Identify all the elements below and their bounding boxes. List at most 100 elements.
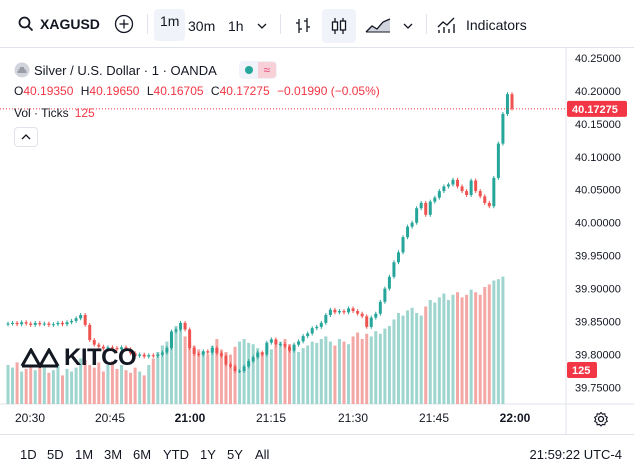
interval-1m-button[interactable]: 1m [154,9,186,41]
bars-icon [296,18,310,33]
volume-bar [147,365,151,404]
volume-bar [451,294,455,404]
volume-bar [215,339,219,404]
candle-body [74,318,78,321]
market-open-dot-icon [244,66,253,74]
volume-bar [437,297,441,404]
low-value: 40.16705 [153,84,204,98]
volume-bar [328,341,332,404]
volume-bar [288,344,292,404]
candle-body [265,342,269,355]
candle-body [6,323,10,325]
volume-bar [347,344,351,404]
candles-chart-type-button[interactable] [322,9,356,43]
last-volume-tag [567,362,597,378]
market-status-badge[interactable]: ≈ [238,61,277,79]
candle-body [206,351,210,353]
plus-circle-icon [114,14,134,34]
candle-body [156,354,160,356]
volume-bar [456,292,460,404]
range-6m-button[interactable]: 6M [133,447,152,462]
volume-bar [47,372,51,404]
indicators-button[interactable]: Indicators [436,15,527,35]
area-chart-type-button[interactable] [358,9,398,43]
range-1m-button[interactable]: 1M [75,447,94,462]
volume-bar [351,336,355,404]
volume-bar [478,294,482,404]
volume-bar [283,339,287,404]
volume-bar [492,280,496,404]
bar-chart-type-button[interactable] [286,9,320,43]
candle-body [42,323,46,325]
compare-symbol-button[interactable] [110,8,138,40]
chevron-down-icon [403,23,413,29]
candle-body [469,180,473,196]
candle-body [183,322,187,330]
price-tick-label: 39.80000 [575,350,621,362]
volume-bar [274,345,278,404]
volume-bar [101,371,105,404]
candle-body [233,366,237,372]
volume-bar [219,349,223,404]
symbol-search-button[interactable]: XAGUSD [14,8,104,40]
volume-bar [192,345,196,404]
interval-1h-button[interactable]: 1h [228,18,244,34]
volume-bar [160,345,164,404]
range-5d-button[interactable]: 5D [47,447,64,462]
volume-bar [11,367,15,404]
volume-bar [387,326,391,404]
range-ytd-button[interactable]: YTD [163,447,189,462]
volume-bar [315,342,319,404]
chart-type-dropdown[interactable] [398,9,418,43]
volume-bar [460,297,464,404]
candle-body [315,326,319,329]
volume-bar [410,307,414,404]
time-tick-label: 21:30 [338,411,368,425]
price-chart[interactable]: 40.25000 40.20000 40.15000 40.10000 40.05000… [0,48,634,434]
candle-body [65,322,69,325]
volume-bar [129,372,133,404]
candle-body [138,354,142,356]
price-tick-label: 40.05000 [575,185,621,197]
volume-bar [378,333,382,404]
candle-body [406,226,410,238]
candle-body [383,288,387,302]
volume-bar [70,371,74,404]
volume-bar [306,345,310,404]
volume-bar [124,370,128,404]
volume-legend: Vol · Ticks 125 [14,106,95,120]
chevron-down-icon [257,23,267,29]
volume-bar [233,346,237,404]
price-tick-label: 39.75000 [575,383,621,395]
volume-bar [369,336,373,404]
volume-bar [483,287,487,404]
candle-body [274,339,278,345]
volume-bar [142,375,146,404]
range-1y-button[interactable]: 1Y [200,447,216,462]
candle-body [24,322,28,324]
symbol-title: Silver / U.S. Dollar · 1 · OANDA [34,62,217,78]
candle-body [174,329,178,332]
chart-settings-gear-icon[interactable] [593,411,609,427]
candle-body [396,252,400,263]
open-value: 40.19350 [23,84,74,98]
range-all-button[interactable]: All [255,447,270,462]
candle-body [97,344,101,347]
candle-body [360,313,364,317]
candle-body [505,94,509,114]
interval-dropdown[interactable] [252,9,272,43]
volume-bar [106,365,110,404]
range-5y-button[interactable]: 5Y [227,447,243,462]
range-3m-button[interactable]: 3M [104,447,123,462]
candle-body [392,262,396,277]
range-1d-button[interactable]: 1D [20,447,37,462]
volume-bar [324,336,328,404]
volume-bar [165,341,169,404]
volume-bar [183,336,187,404]
interval-30m-button[interactable]: 30m [188,18,216,34]
collapse-legend-button[interactable] [14,127,38,147]
candle-body [101,346,105,349]
volume-bar [365,333,369,404]
time-tick-label: 21:15 [256,411,286,425]
timezone-clock[interactable]: 21:59:22 UTC-4 [529,447,623,462]
